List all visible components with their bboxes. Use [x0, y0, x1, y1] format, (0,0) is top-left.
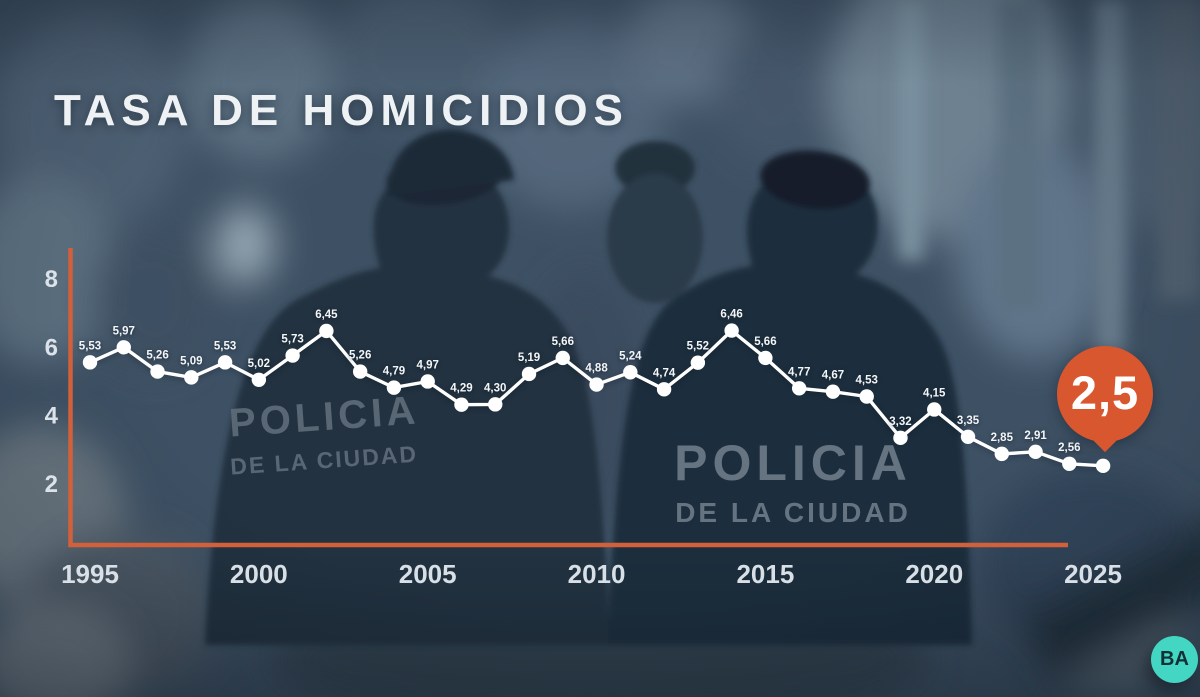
- data-point-label: 5,26: [146, 350, 168, 362]
- page-title: TASA DE HOMICIDIOS: [54, 86, 629, 135]
- data-point: [251, 372, 267, 387]
- data-point: [1028, 444, 1043, 460]
- x-axis-tick: 2020: [905, 559, 963, 589]
- axis-lines: [68, 248, 1068, 548]
- x-axis-tick: 2000: [230, 559, 288, 589]
- data-point-label: 4,77: [788, 366, 810, 378]
- data-point: [927, 402, 942, 417]
- data-point-label: 5,66: [552, 336, 574, 348]
- data-point-label: 5,66: [754, 336, 776, 348]
- data-point-label: 5,73: [281, 334, 303, 346]
- data-point-label: 2,56: [1058, 442, 1080, 454]
- ba-logo-text: BA: [1160, 648, 1189, 670]
- rate-line: [88, 328, 1105, 468]
- data-point-label: 3,32: [889, 416, 911, 428]
- data-point: [184, 370, 199, 385]
- storefront-light-bands: [898, 0, 1200, 420]
- jacket-right-line1: POLICIA: [674, 435, 912, 491]
- data-point: [859, 389, 874, 404]
- data-point-label: 5,53: [214, 340, 236, 352]
- data-point: [420, 374, 435, 389]
- ba-logo: BA: [1151, 636, 1198, 683]
- data-point: [488, 397, 503, 412]
- data-point-label: 4,67: [822, 370, 844, 382]
- data-point: [960, 429, 976, 444]
- data-point-label: 6,46: [720, 309, 742, 321]
- data-point: [1095, 458, 1111, 474]
- data-point-label: 2,85: [991, 432, 1014, 444]
- data-point-label: 2,91: [1024, 430, 1047, 442]
- jacket-right-line2: DE LA CIUDAD: [675, 497, 911, 528]
- x-axis-tick: 2015: [736, 559, 794, 589]
- jacket-text-right: POLICIA DE LA CIUDAD: [674, 435, 912, 528]
- data-point-label: 4,53: [856, 375, 878, 387]
- data-point-label: 4,79: [383, 366, 405, 378]
- x-axis-tick: 2005: [399, 559, 457, 589]
- data-point: [150, 364, 165, 379]
- data-point-label: 4,97: [417, 359, 439, 371]
- data-point: [319, 323, 334, 339]
- data-point-label: 5,19: [518, 352, 540, 364]
- data-point-label: 4,30: [484, 382, 506, 394]
- y-axis-tick: 2: [45, 471, 58, 498]
- data-point: [521, 366, 537, 382]
- data-point: [352, 364, 368, 379]
- data-point: [1062, 456, 1077, 471]
- data-point: [82, 355, 98, 370]
- data-point: [758, 350, 773, 366]
- x-axis-tick: 2025: [1064, 559, 1122, 589]
- data-point: [656, 382, 672, 397]
- x-axis-tick: 2010: [568, 559, 626, 589]
- data-point: [386, 380, 402, 395]
- data-point: [623, 365, 638, 380]
- data-point: [555, 350, 570, 366]
- data-point: [116, 340, 131, 355]
- data-point-label: 6,45: [315, 309, 338, 321]
- data-point: [893, 430, 908, 446]
- data-point-label: 4,74: [653, 367, 676, 379]
- data-point-label: 5,26: [349, 350, 371, 362]
- data-point: [454, 397, 469, 412]
- data-point-label: 3,35: [957, 415, 980, 427]
- data-point: [217, 355, 233, 370]
- data-point-label: 4,15: [923, 387, 946, 399]
- data-point: [724, 323, 739, 338]
- data-point-label: 5,53: [79, 340, 101, 352]
- y-axis-tick: 6: [45, 334, 58, 361]
- data-point-label: 5,02: [248, 358, 270, 370]
- data-point: [285, 348, 300, 363]
- data-point: [994, 446, 1009, 462]
- officer-left-silhouette: [205, 129, 610, 645]
- data-point: [791, 381, 807, 396]
- data-point: [589, 377, 604, 392]
- officer-right-silhouette: [608, 150, 972, 646]
- data-point-label: 5,52: [687, 341, 709, 353]
- data-point-label: 5,09: [180, 355, 202, 367]
- bystander-silhouette: [607, 141, 703, 303]
- data-point: [690, 355, 706, 370]
- x-axis-tick: 1995: [61, 559, 119, 589]
- final-value-badge: 2,5: [1057, 346, 1153, 442]
- data-point-label: 4,88: [585, 363, 608, 375]
- y-axis-tick: 4: [45, 403, 59, 430]
- data-point: [825, 384, 841, 399]
- data-point-label: 5,24: [619, 350, 642, 362]
- data-point-label: 5,97: [113, 325, 135, 337]
- data-point-label: 4,29: [450, 383, 472, 395]
- y-axis-tick: 8: [45, 266, 58, 293]
- final-value-label: 2,5: [1070, 365, 1140, 419]
